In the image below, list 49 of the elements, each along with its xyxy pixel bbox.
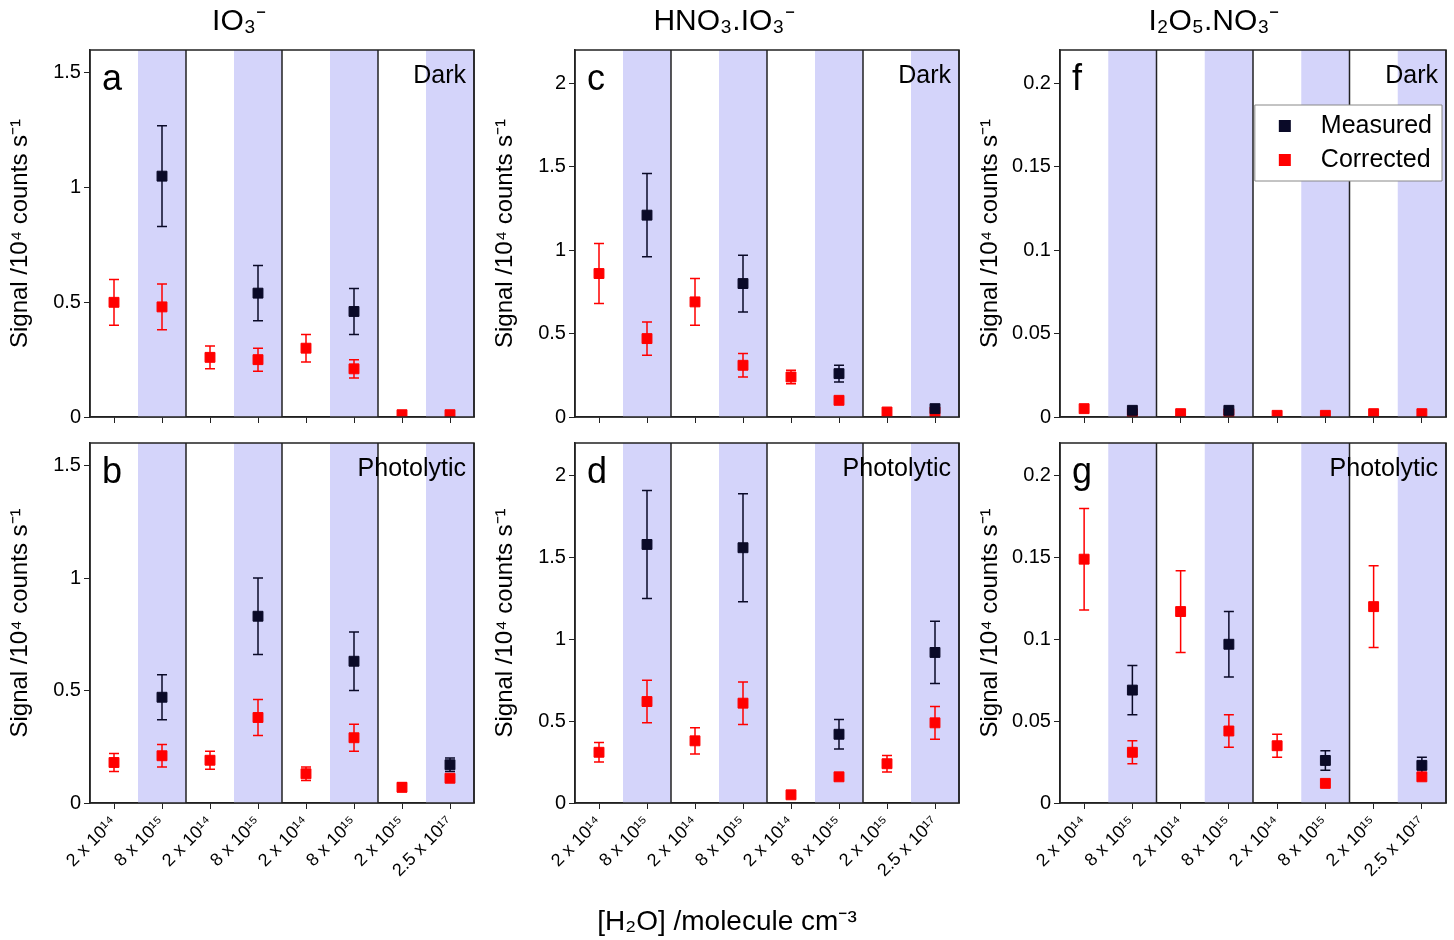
- y-tick-label: 0.5: [53, 289, 81, 312]
- y-tick-label: 1: [69, 175, 81, 198]
- y-tick-label: 0: [554, 404, 566, 427]
- y-tick-label: 1: [69, 565, 81, 588]
- annotation: Dark: [898, 60, 952, 89]
- y-tick-label: 2: [554, 463, 566, 486]
- y-axis-title: Signal /10⁴ counts s⁻¹: [490, 508, 518, 738]
- annotation: c: [587, 56, 605, 98]
- y-tick-label: 0.1: [1023, 237, 1051, 260]
- y-tick-label: 1.5: [53, 453, 81, 476]
- y-axis-title: Signal /10⁴ counts s⁻¹: [5, 118, 33, 349]
- y-axis-title: Signal /10⁴ counts s⁻¹: [490, 118, 518, 349]
- y-tick-label: 0: [554, 790, 566, 813]
- y-tick-label: 2: [554, 70, 566, 93]
- chart-title: HNO₃.IO₃⁻: [653, 3, 795, 37]
- y-tick-label: 0.5: [53, 678, 81, 701]
- y-tick-label: 1.5: [538, 154, 566, 177]
- annotation: f: [1072, 56, 1083, 98]
- annotation: d: [587, 449, 608, 491]
- y-tick-label: 1: [554, 237, 566, 260]
- y-tick-label: 0.15: [1012, 545, 1051, 568]
- y-tick-label: 0.5: [538, 321, 566, 344]
- y-tick-label: 1.5: [53, 60, 81, 83]
- chart-title: IO₃⁻: [212, 3, 266, 37]
- y-axis-title: Signal /10⁴ counts s⁻¹: [975, 118, 1003, 349]
- annotation: Dark: [1385, 60, 1439, 89]
- y-tick-label: 0: [1039, 790, 1051, 813]
- y-tick-label: 0: [69, 404, 81, 427]
- y-tick-label: 0.1: [1023, 626, 1051, 649]
- y-tick-label: 0.2: [1023, 463, 1051, 486]
- y-tick-label: 0: [69, 790, 81, 813]
- y-tick-label: 0.2: [1023, 70, 1051, 93]
- annotation: b: [102, 449, 123, 491]
- y-tick-label: 1: [554, 626, 566, 649]
- legend-label: Measured: [1320, 109, 1432, 138]
- y-axis-title: Signal /10⁴ counts s⁻¹: [975, 508, 1003, 738]
- annotation: Dark: [413, 60, 467, 89]
- legend-label: Corrected: [1320, 143, 1431, 172]
- x-axis-title: [H₂O] /molecule cm⁻³: [596, 904, 858, 938]
- annotation: a: [102, 56, 123, 98]
- y-tick-label: 0.15: [1012, 154, 1051, 177]
- chart-title: I₂O₅.NO₃⁻: [1148, 3, 1280, 37]
- annotation: g: [1072, 449, 1093, 491]
- y-tick-label: 0.05: [1012, 321, 1051, 344]
- y-axis-title: Signal /10⁴ counts s⁻¹: [5, 508, 33, 738]
- y-tick-label: 1.5: [538, 545, 566, 568]
- y-tick-label: 0: [1039, 404, 1051, 427]
- y-tick-label: 0.5: [538, 708, 566, 731]
- y-tick-label: 0.05: [1012, 708, 1051, 731]
